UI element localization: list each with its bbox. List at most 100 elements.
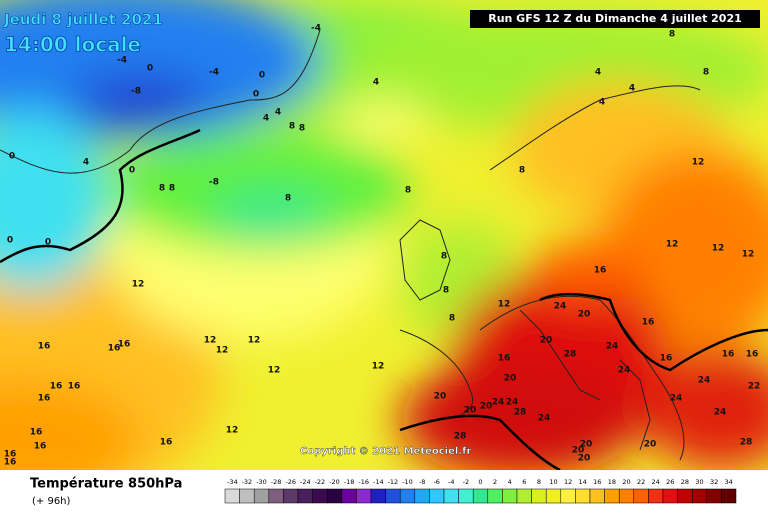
legend-swatch (268, 488, 284, 504)
legend-swatch (604, 488, 620, 504)
contour-label: 24 (670, 394, 683, 404)
legend-label: -18 (344, 478, 355, 486)
legend-label: -32 (242, 478, 253, 486)
contour-label: 24 (714, 408, 727, 418)
legend-label: -20 (329, 478, 340, 486)
contour-label: 16 (118, 340, 131, 350)
color-legend: -34 -32 -30 -28 -26 -24 -22 -20 -18 -16 -14 -12 -10-… (224, 478, 737, 504)
contour-label: 12 (498, 300, 511, 310)
contour-label: 12 (216, 346, 229, 356)
contour-label: 12 (692, 158, 705, 168)
contour-label: 16 (30, 428, 43, 438)
contour-label: 16 (38, 342, 51, 352)
contour-label: 16 (38, 394, 51, 404)
legend-swatch (472, 488, 489, 504)
legend-swatch (662, 488, 678, 504)
legend-swatch (531, 488, 547, 504)
legend-swatch (399, 488, 416, 504)
legend-label: 30 (695, 478, 703, 486)
legend-swatch (341, 488, 357, 504)
legend-label: -22 (315, 478, 326, 486)
legend-label: 20 (622, 478, 630, 486)
legend-label: 16 (593, 478, 601, 486)
legend-label: 18 (608, 478, 616, 486)
legend-swatch (356, 488, 372, 504)
run-box (470, 10, 760, 28)
contour-label: 4 (373, 78, 379, 88)
contour-label: 28 (454, 432, 467, 442)
legend-label: -26 (285, 478, 296, 486)
contour-label: 12 (712, 244, 725, 254)
run-info: Run GFS 12 Z du Dimanche 4 juillet 2021 (488, 12, 742, 25)
legend-swatch (312, 488, 328, 504)
legend-swatch (721, 488, 737, 504)
contour-label: 20 (572, 446, 585, 456)
contour-label: 20 (540, 336, 553, 346)
legend-label: 2 (493, 478, 497, 486)
contour-label: 12 (204, 336, 217, 346)
legend-label: -24 (300, 478, 311, 486)
legend-swatch (589, 488, 605, 504)
contour-label: 8 (159, 184, 165, 194)
contour-label: 0 (9, 152, 15, 162)
contour-label: 16 (746, 350, 759, 360)
contour-label: 20 (504, 374, 517, 384)
contour-label: 0 (253, 90, 259, 100)
contour-label: 16 (498, 354, 511, 364)
contour-label: 24 (554, 302, 567, 312)
legend-label: 4 (508, 478, 512, 486)
contour-label: 8 (299, 124, 305, 134)
legend-label: 32 (710, 478, 718, 486)
legend-label: -30 (256, 478, 267, 486)
contour-label: 20 (580, 440, 593, 450)
legend-label: -8 (419, 478, 425, 486)
contour-label: 8 (703, 68, 709, 78)
legend-label: -28 (271, 478, 282, 486)
contour-label: 16 (50, 382, 63, 392)
legend-swatch (443, 488, 459, 504)
contour-label: 20 (578, 454, 591, 464)
contour-label: 16 (722, 350, 735, 360)
contour-label: 8 (169, 184, 175, 194)
legend-swatch (385, 488, 401, 504)
legend-swatch (224, 488, 240, 504)
legend-swatch (618, 488, 635, 504)
contour-label: 20 (480, 402, 493, 412)
contour-label: 4 (83, 158, 89, 168)
contour-label: 8 (285, 194, 291, 204)
legend-label: 0 (478, 478, 482, 486)
legend-swatch (633, 488, 649, 504)
contour-label: 4 (595, 68, 601, 78)
legend-label: 8 (537, 478, 541, 486)
legend-label: 34 (725, 478, 733, 486)
contour-label: 24 (506, 398, 519, 408)
contour-label: 0 (259, 71, 265, 81)
contour-label: 12 (742, 250, 755, 260)
contour-label: 24 (492, 398, 505, 408)
contour-label: 8 (449, 314, 455, 324)
contour-label: 8 (519, 166, 525, 176)
contour-label: 16 (642, 318, 655, 328)
legend-label: 28 (681, 478, 689, 486)
contour-label: -8 (131, 87, 141, 97)
contour-label: 8 (669, 30, 675, 40)
contour-label: 20 (644, 440, 657, 450)
legend-swatch (516, 488, 532, 504)
legend-swatch (706, 488, 722, 504)
legend-label: 26 (666, 478, 674, 486)
legend-swatch (297, 488, 313, 504)
footer-title: Température 850hPa (30, 477, 182, 492)
contour-label: 16 (4, 450, 17, 460)
contour-label: 20 (434, 392, 447, 402)
contour-label: 16 (68, 382, 81, 392)
legend-swatch (370, 488, 386, 504)
legend-swatch (677, 488, 693, 504)
contour-label: 0 (45, 238, 51, 248)
legend-label: -34 (227, 478, 238, 486)
legend-label: -16 (358, 478, 369, 486)
contour-label: 16 (108, 344, 121, 354)
legend-label: 22 (637, 478, 645, 486)
contour-label: 16 (594, 266, 607, 276)
